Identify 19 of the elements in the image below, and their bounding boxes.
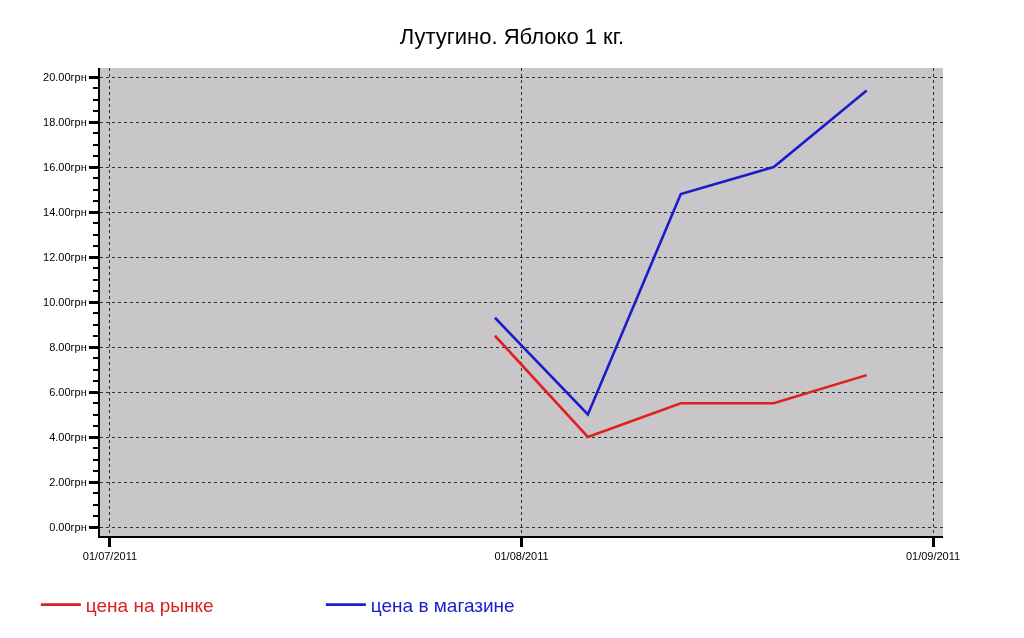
y-tick-label: 10.00грн: [43, 295, 87, 308]
x-tick-label: 01/09/2011: [905, 550, 961, 563]
x-tick-label: 01/07/2011: [82, 550, 138, 563]
y-tick-label: 20.00грн: [43, 70, 87, 83]
y-tick-label: 6.00грн: [49, 385, 87, 398]
y-tick-label: 16.00грн: [43, 160, 87, 173]
y-tick-label: 0.00грн: [49, 520, 87, 533]
chart-title: Лутугино. Яблоко 1 кг.: [399, 23, 625, 49]
y-tick-label: 4.00грн: [49, 430, 87, 443]
y-tick-label: 12.00грн: [43, 250, 87, 263]
x-tick-label: 01/08/2011: [494, 550, 549, 563]
line-series: [493, 89, 868, 416]
legend-label: цена в магазине: [370, 595, 515, 617]
y-tick-label: 2.00грн: [49, 475, 87, 488]
y-tick-label: 18.00грн: [43, 115, 87, 128]
y-tick-label: 14.00грн: [43, 205, 87, 218]
legend-label: цена на рынке: [85, 595, 214, 617]
line-series: [493, 334, 868, 439]
y-tick-label: 8.00грн: [49, 340, 87, 353]
